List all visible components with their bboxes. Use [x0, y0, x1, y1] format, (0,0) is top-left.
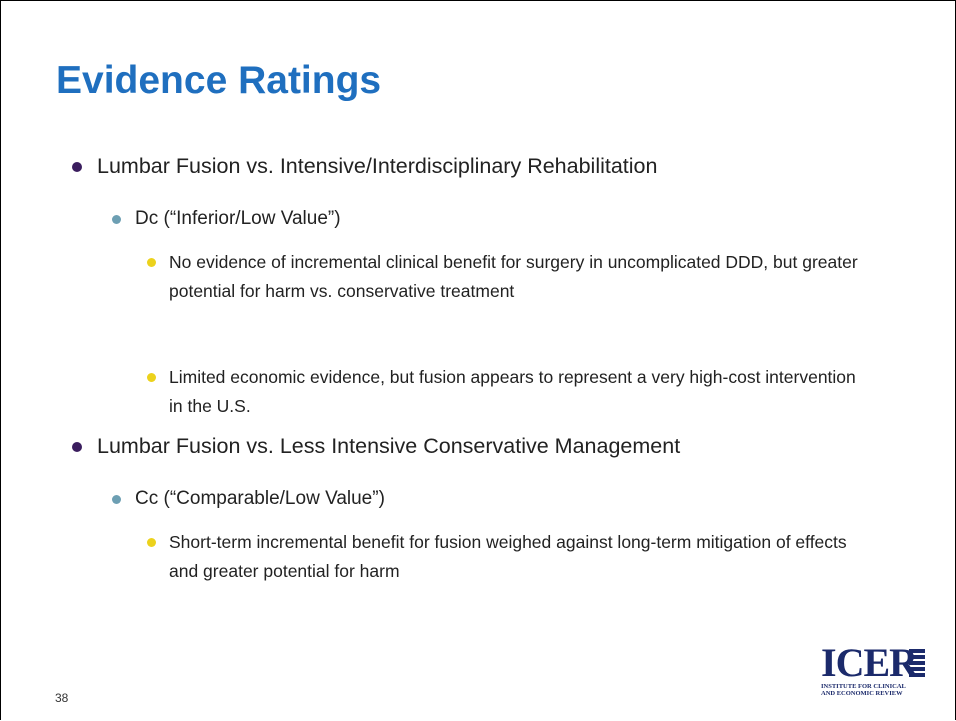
logo: ICER INSTITUTE FOR CLINICAL AND ECONOMIC… [821, 643, 931, 697]
bullet-text: Lumbar Fusion vs. Less Intensive Conserv… [97, 434, 681, 458]
bullet-dot [112, 215, 121, 224]
bullet-level-1: Lumbar Fusion vs. Intensive/Interdiscipl… [72, 152, 917, 180]
bullet-text: No evidence of incremental clinical bene… [169, 252, 858, 301]
bullet-dot [147, 538, 156, 547]
bullet-dot [72, 442, 82, 452]
bullet-text: Dc (“Inferior/Low Value”) [135, 208, 341, 229]
logo-tagline: AND ECONOMIC REVIEW [821, 690, 903, 697]
bullet-text: Lumbar Fusion vs. Intensive/Interdiscipl… [97, 154, 658, 178]
logo-name: ICER [821, 640, 918, 685]
bullet-level-3: No evidence of incremental clinical bene… [147, 248, 859, 306]
bullet-dot [147, 258, 156, 267]
bullet-dot [112, 495, 121, 504]
bullet-text: Short-term incremental benefit for fusio… [169, 532, 847, 581]
slide-title: Evidence Ratings [56, 59, 382, 102]
bullet-level-1: Lumbar Fusion vs. Less Intensive Conserv… [72, 432, 917, 460]
logo-flag [909, 649, 925, 677]
bullet-text: Limited economic evidence, but fusion ap… [169, 367, 856, 416]
bullet-dot [147, 373, 156, 382]
bullet-level-3: Limited economic evidence, but fusion ap… [147, 363, 859, 421]
logo-tagline: INSTITUTE FOR CLINICAL [821, 683, 906, 690]
bullet-level-3: Short-term incremental benefit for fusio… [147, 528, 859, 586]
page-number: 38 [55, 691, 69, 705]
bullet-level-2: Dc (“Inferior/Low Value”) [112, 206, 895, 232]
bullet-text: Cc (“Comparable/Low Value”) [135, 488, 385, 509]
bullet-level-2: Cc (“Comparable/Low Value”) [112, 486, 895, 512]
bullet-dot [72, 162, 82, 172]
